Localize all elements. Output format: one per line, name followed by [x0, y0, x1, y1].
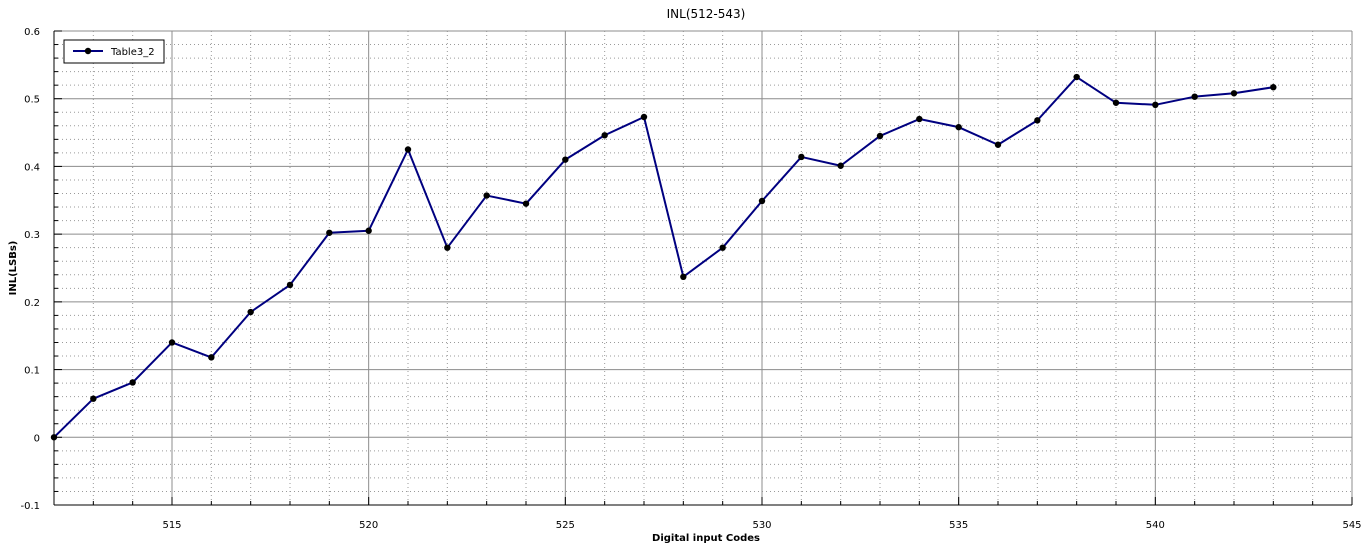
- data-point: [680, 273, 687, 281]
- series-layer: [50, 73, 1277, 441]
- data-point: [1270, 84, 1277, 91]
- data-point: [994, 141, 1002, 148]
- major-grid: [54, 30, 1353, 506]
- minor-grid: [53, 31, 1352, 505]
- x-tick-label: 535: [949, 520, 968, 531]
- y-tick-label: 0.1: [24, 366, 40, 377]
- data-point: [365, 227, 372, 234]
- data-point: [1152, 101, 1159, 109]
- data-point: [955, 123, 962, 131]
- x-tick-label: 545: [1342, 520, 1361, 531]
- legend: Table3_2: [63, 39, 165, 64]
- data-point: [640, 113, 648, 121]
- data-point: [876, 132, 884, 140]
- legend-marker-icon: [84, 47, 92, 55]
- data-point: [719, 244, 726, 251]
- data-point: [483, 192, 490, 199]
- data-point: [129, 379, 136, 386]
- series-line-0: [53, 76, 1274, 438]
- y-axis-label: INL(LSBs): [8, 241, 19, 296]
- x-axis-label: Digital input Codes: [652, 533, 760, 544]
- y-tick-label: 0.2: [24, 298, 40, 309]
- data-point: [247, 308, 254, 316]
- data-point: [837, 162, 844, 169]
- data-point: [168, 339, 176, 346]
- y-tick-label: 0: [34, 433, 40, 444]
- y-tick-label: -0.1: [20, 501, 40, 512]
- y-tick-label: 0.5: [24, 95, 40, 106]
- data-point: [522, 200, 530, 207]
- x-tick-label: 540: [1146, 520, 1165, 531]
- x-tick-label: 515: [162, 520, 181, 531]
- data-point: [1073, 73, 1080, 81]
- data-point: [50, 434, 58, 441]
- data-point: [444, 244, 451, 251]
- data-point: [1112, 99, 1120, 106]
- data-point: [404, 146, 412, 153]
- y-tick-label: 0.6: [24, 27, 40, 38]
- y-tick-label: 0.4: [24, 162, 40, 173]
- data-point: [1191, 93, 1198, 100]
- data-point: [208, 354, 215, 361]
- data-point: [286, 281, 294, 289]
- data-point: [326, 229, 333, 236]
- axes: [53, 31, 1352, 506]
- data-point: [601, 132, 608, 139]
- chart-title: INL(512-543): [667, 7, 746, 21]
- data-point: [1034, 117, 1041, 124]
- y-axis-ticks: -0.1 0 0.1 0.2 0.3 0.4 0.5 0.6: [20, 27, 62, 512]
- legend-entry-table3-2: Table3_2: [110, 47, 155, 58]
- data-point: [758, 197, 766, 205]
- x-axis-ticks: 515 520 525 530 535 540 545: [53, 497, 1362, 531]
- x-tick-label: 525: [556, 520, 575, 531]
- x-tick-label: 520: [359, 520, 378, 531]
- x-tick-label: 530: [752, 520, 771, 531]
- data-point: [1230, 90, 1238, 97]
- data-point: [562, 156, 569, 163]
- data-point: [916, 115, 923, 123]
- data-point: [90, 395, 97, 402]
- legend-box: [63, 39, 165, 64]
- y-tick-label: 0.3: [24, 230, 40, 241]
- data-point: [798, 153, 805, 161]
